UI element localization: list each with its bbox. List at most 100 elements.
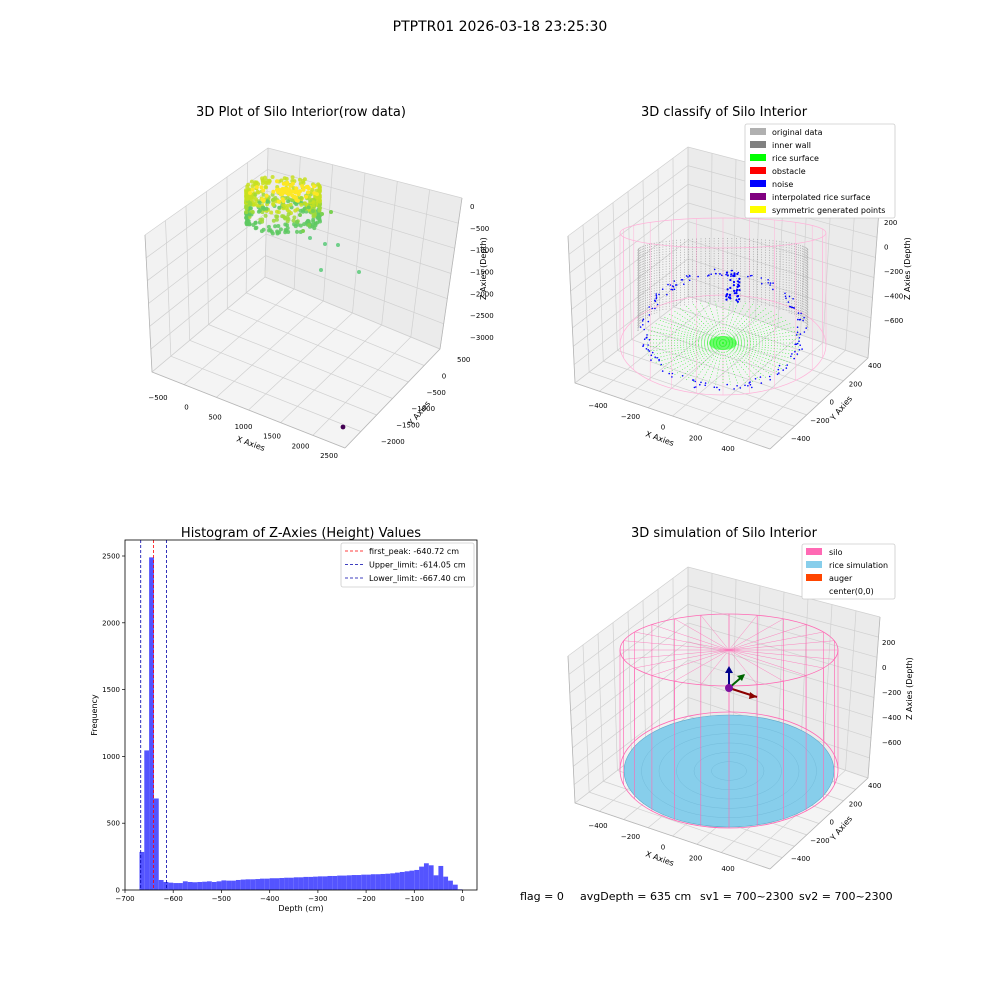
rice-surface-line [657,342,724,367]
noise-point [643,328,645,331]
hist-y-tick-label: 2500 [102,553,120,561]
noise-point [670,288,672,291]
hist-y-tick-label: 500 [107,820,120,828]
hist-x-tick-label: −600 [164,895,183,903]
raw-x-tick: −500 [148,394,167,402]
raw-plot-points [244,175,361,430]
rice-surface-line [707,342,724,385]
raw-point [317,185,322,190]
raw-point [277,205,282,210]
raw-x-tick: 2500 [320,452,338,460]
noise-point [728,293,732,296]
center-marker [725,684,733,692]
noise-point [796,331,799,334]
raw-z-tick: −2000 [470,290,494,298]
raw-point [312,184,316,189]
classify-y-tick: 200 [849,380,862,388]
noise-point [796,353,799,355]
silo-roof-wire [674,649,730,682]
pane-left [568,147,688,383]
grid-line [144,147,463,236]
rice-surface-line [722,319,789,344]
noise-point [778,372,780,374]
noise-point [650,359,652,361]
raw-point [317,199,322,204]
noise-point [736,295,739,298]
hist-bar [375,874,381,890]
legend-label: Lower_limit: -667.40 cm [369,574,466,583]
silo-roof-wire [651,649,730,676]
rice-surface-line [722,301,739,344]
hist-bar [452,884,458,890]
raw-point [307,223,311,227]
grid-line [745,349,846,442]
hist-bar [279,877,285,890]
raw-point [318,206,322,210]
axis-edge [144,234,346,449]
noise-point [672,285,675,288]
hist-bar [361,874,367,890]
sim-plot-x-label: X Axies [644,849,675,868]
raw-point [281,199,286,204]
noise-point [651,351,654,354]
noise-point [639,326,642,328]
rice-surface-line [722,342,784,370]
hist-bar [178,883,183,890]
noise-point [673,280,676,282]
hist-bar [288,877,294,890]
raw-point [254,225,259,230]
raw-point [301,179,305,184]
noise-point [772,288,774,291]
silo-roof-wire [728,631,824,651]
hist-x-tick-label: −200 [356,895,375,903]
raw-point [263,213,268,218]
noise-point [751,386,753,389]
noise-point [710,273,712,276]
hist-y-tick-label: 2000 [102,619,120,627]
noise-point [787,301,790,303]
noise-point [769,378,771,381]
legend-label: original data [772,128,823,137]
classify-x-tick: 200 [689,434,702,442]
noise-point [733,289,736,292]
rice-surface-line [662,316,724,344]
raw-point [312,191,317,196]
noise-point [737,271,740,274]
noise-point [656,357,658,359]
raw-point [256,190,261,195]
noise-point [739,387,742,389]
hist-bar [255,879,261,890]
raw-point [301,229,305,233]
raw-point [248,202,253,207]
raw-z-tick: 0 [470,203,474,211]
noise-point [716,386,718,389]
raw-point [291,218,296,223]
hist-y-tick-label: 1000 [102,753,120,761]
noise-point [751,274,753,277]
sim-z-tick: 0 [882,664,886,672]
noise-point [733,388,735,390]
raw-point-outlier [340,424,346,430]
raw-point [244,191,249,196]
raw-point [261,188,266,193]
raw-point [309,190,314,194]
raw-plot-axes-box [144,147,463,449]
raw-plot-x-label: X Axies [235,434,266,453]
noise-point [732,280,736,284]
raw-point [271,189,276,194]
raw-point [285,191,290,196]
raw-point [258,208,262,213]
classify-x-tick: −400 [588,402,607,410]
raw-point [284,228,289,233]
legend-swatch [750,206,766,213]
legend-swatch [750,128,766,135]
noise-point [725,273,727,276]
raw-point [298,223,303,228]
noise-point [647,349,649,351]
raw-point [253,220,258,225]
noise-point [789,306,792,308]
hist-bar [332,875,338,890]
legend-swatch [750,193,766,200]
grid-line [673,306,856,370]
hist-bar [399,871,405,890]
